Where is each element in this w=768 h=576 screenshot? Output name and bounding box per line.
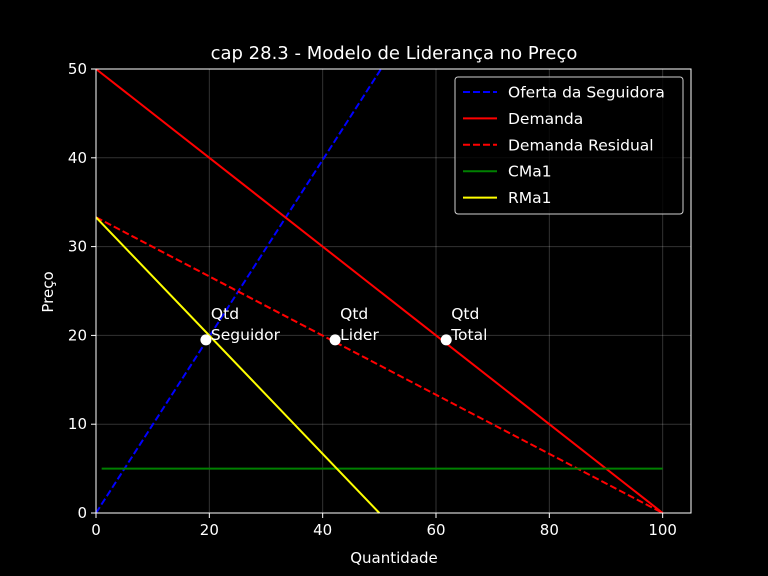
annotation-point [329, 334, 341, 346]
legend: Oferta da Seguidora Demanda Demanda Residu… [454, 76, 684, 215]
plot-series [95, 68, 664, 514]
x-tick-label: 20 [200, 521, 219, 539]
series-line-2 [95, 68, 664, 514]
annotation-label-line1: Qtd [451, 305, 479, 323]
legend-label: Oferta da Seguidora [508, 84, 665, 102]
legend-label: Demanda Residual [508, 136, 654, 154]
legend-box [454, 76, 684, 215]
annotation-label-line1: Qtd [211, 305, 239, 323]
y-tick-label: 0 [77, 504, 87, 522]
y-tick-label: 50 [68, 60, 87, 78]
x-tick-label: 60 [426, 521, 445, 539]
legend-label: RMa1 [508, 189, 552, 207]
y-tick-label: 30 [68, 238, 87, 256]
annotation-point [200, 334, 212, 346]
x-tick-label: 40 [313, 521, 332, 539]
y-tick-label: 20 [68, 326, 87, 344]
x-axis-label: Quantidade [350, 549, 438, 567]
annotation-point [440, 334, 452, 346]
series-line-5 [95, 216, 381, 514]
annotations: Qtd Seguidor Qtd Lider Qtd Total [200, 305, 487, 346]
series-line-3 [95, 216, 664, 514]
legend-label: Demanda [508, 110, 583, 128]
x-tick-label: 100 [648, 521, 677, 539]
y-axis-label: Preço [39, 271, 57, 312]
annotation-label-line2: Seguidor [211, 326, 281, 344]
x-tick-label: 0 [91, 521, 101, 539]
x-tick-label: 80 [540, 521, 559, 539]
plot-frame [95, 68, 692, 514]
legend-label: CMa1 [508, 163, 552, 181]
annotation-label-line1: Qtd [340, 305, 368, 323]
y-tick-label: 40 [68, 149, 87, 167]
annotation-label-line2: Total [450, 326, 487, 344]
annotation-label-line2: Lider [340, 326, 379, 344]
axes: 0 20 40 60 80 100 0 10 20 30 40 50 [68, 60, 692, 539]
chart-title: cap 28.3 - Modelo de Liderança no Preço [211, 43, 578, 64]
y-tick-label: 10 [68, 415, 87, 433]
